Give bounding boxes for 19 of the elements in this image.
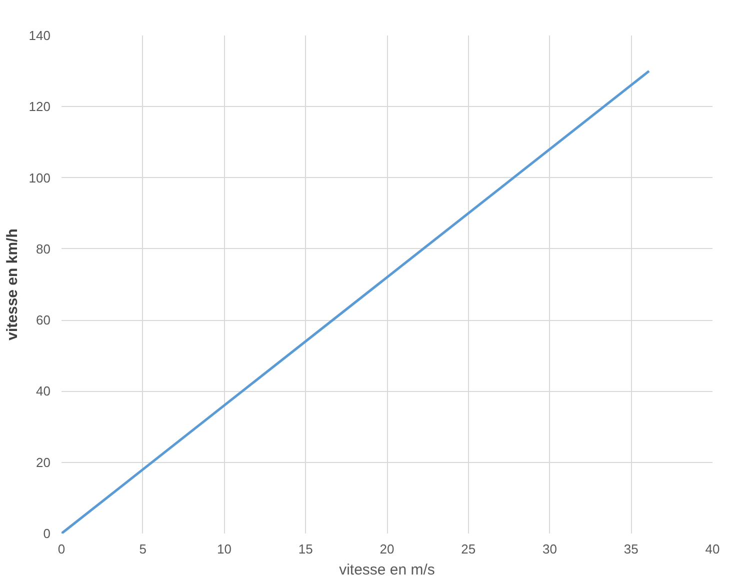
x-tick-label: 5	[139, 542, 146, 556]
y-axis-title: vitesse en km/h	[4, 228, 21, 340]
x-tick-label: 0	[58, 542, 66, 556]
x-tick-label: 10	[217, 542, 232, 556]
x-tick-label: 40	[705, 542, 720, 556]
x-tick-label: 30	[542, 542, 557, 556]
y-tick-label: 140	[28, 28, 51, 43]
y-tick-label: 100	[28, 170, 51, 186]
y-tick-label: 80	[36, 241, 51, 256]
y-tick-label: 0	[43, 526, 51, 541]
y-tick-label: 120	[28, 99, 51, 114]
y-tick-label: 60	[36, 312, 51, 328]
x-tick-label: 15	[298, 542, 313, 556]
x-tick-label: 35	[624, 542, 638, 556]
x-tick-label: 20	[380, 542, 394, 556]
y-tick-label: 20	[36, 454, 51, 470]
y-tick-label: 40	[36, 384, 51, 399]
x-tick-label: 25	[461, 542, 476, 556]
x-axis-title: vitesse en m/s	[339, 562, 435, 578]
